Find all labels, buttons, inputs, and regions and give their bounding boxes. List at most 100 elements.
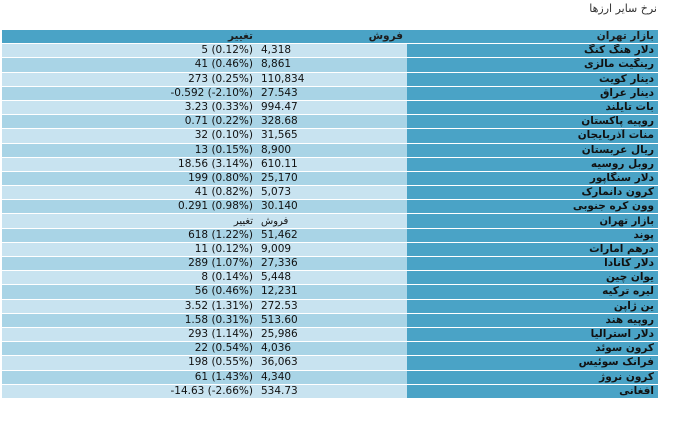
sell-price-cell: 4,340 <box>257 370 407 384</box>
header-market: بازار تهران <box>407 30 658 44</box>
page-title: نرخ سایر ارزها <box>589 2 657 15</box>
subheader-market: بازار تهران <box>407 214 658 228</box>
sell-price-cell: 9,009 <box>257 242 407 256</box>
change-cell: 13 (0.15%) <box>2 143 257 157</box>
sell-price-cell: 8,900 <box>257 143 407 157</box>
currency-name-cell: افغانی <box>407 384 658 398</box>
change-cell: 3.52 (1.31%) <box>2 299 257 313</box>
change-cell: 22 (0.54%) <box>2 342 257 356</box>
change-cell: 56 (0.46%) <box>2 285 257 299</box>
change-cell: 41 (0.82%) <box>2 186 257 200</box>
currency-name-cell: پوند <box>407 228 658 242</box>
sell-price-cell: 513.60 <box>257 313 407 327</box>
change-cell: 3.23 (0.33%) <box>2 100 257 115</box>
table-row: -0.592 (-2.10%) 27.543 دینار عراق <box>2 86 658 100</box>
sell-price-cell: 5,448 <box>257 271 407 285</box>
change-cell: 199 (0.80%) <box>2 171 257 186</box>
table-row: 3.23 (0.33%) 994.47 بات تایلند <box>2 100 658 115</box>
change-cell: 0.71 (0.22%) <box>2 115 257 129</box>
change-cell: 18.56 (3.14%) <box>2 157 257 171</box>
currency-name-cell: یوان چین <box>407 271 658 285</box>
table-row: 289 (1.07%) 27,336 دلار کانادا <box>2 257 658 271</box>
currency-name-cell: دینار عراق <box>407 86 658 100</box>
table-row: 11 (0.12%) 9,009 درهم امارات <box>2 242 658 256</box>
currency-name-cell: کرون سوئد <box>407 342 658 356</box>
change-cell: 5 (0.12%) <box>2 44 257 58</box>
currency-rates-table: تغییر فروش بازار تهران 5 (0.12%) 4,318 دلا… <box>2 29 658 399</box>
table-row: 198 (0.55%) 36,063 فرانک سوئیس <box>2 356 658 370</box>
change-cell: 61 (1.43%) <box>2 370 257 384</box>
table-row: 41 (0.82%) 5,073 کرون دانمارک <box>2 186 658 200</box>
currency-name-cell: لیره ترکیه <box>407 285 658 299</box>
table-row: 8 (0.14%) 5,448 یوان چین <box>2 271 658 285</box>
change-cell: 8 (0.14%) <box>2 271 257 285</box>
table-row: 22 (0.54%) 4,036 کرون سوئد <box>2 342 658 356</box>
currency-name-cell: دلار کانادا <box>407 257 658 271</box>
table-header-row: تغییر فروش بازار تهران <box>2 30 658 44</box>
change-cell: 273 (0.25%) <box>2 72 257 86</box>
sell-price-cell: 36,063 <box>257 356 407 370</box>
table-row: 61 (1.43%) 4,340 کرون نروژ <box>2 370 658 384</box>
sell-price-cell: 994.47 <box>257 100 407 115</box>
change-cell: 41 (0.46%) <box>2 58 257 72</box>
currency-name-cell: روپیه پاکستان <box>407 115 658 129</box>
table-row: 199 (0.80%) 25,170 دلار سنگاپور <box>2 171 658 186</box>
change-cell: 289 (1.07%) <box>2 257 257 271</box>
table-row: 41 (0.46%) 8,861 رینگیت مالزی <box>2 58 658 72</box>
change-cell: 11 (0.12%) <box>2 242 257 256</box>
currency-name-cell: منات آذربایجان <box>407 129 658 143</box>
currency-name-cell: وون کره جنوبی <box>407 200 658 214</box>
table-row: 32 (0.10%) 31,565 منات آذربایجان <box>2 129 658 143</box>
currency-name-cell: دلار هنگ کنگ <box>407 44 658 58</box>
header-change: تغییر <box>2 30 257 44</box>
currency-name-cell: کرون نروژ <box>407 370 658 384</box>
currency-name-cell: روپیه هند <box>407 313 658 327</box>
currency-name-cell: دلار سنگاپور <box>407 171 658 186</box>
change-cell: 293 (1.14%) <box>2 327 257 342</box>
sell-price-cell: 30.140 <box>257 200 407 214</box>
table-row: -14.63 (-2.66%) 534.73 افغانی <box>2 384 658 398</box>
table-row: 1.58 (0.31%) 513.60 روپیه هند <box>2 313 658 327</box>
table-row: 5 (0.12%) 4,318 دلار هنگ کنگ <box>2 44 658 58</box>
change-cell: -0.592 (-2.10%) <box>2 86 257 100</box>
sell-price-cell: 4,318 <box>257 44 407 58</box>
table-row: 0.71 (0.22%) 328.68 روپیه پاکستان <box>2 115 658 129</box>
change-cell: 0.291 (0.98%) <box>2 200 257 214</box>
table-row: 18.56 (3.14%) 610.11 روبل روسیه <box>2 157 658 171</box>
currency-name-cell: ین ژاپن <box>407 299 658 313</box>
sell-price-cell: 4,036 <box>257 342 407 356</box>
currency-name-cell: دلار استرالیا <box>407 327 658 342</box>
change-cell: 618 (1.22%) <box>2 228 257 242</box>
table-row: 56 (0.46%) 12,231 لیره ترکیه <box>2 285 658 299</box>
subheader-change: تغییر <box>2 214 257 228</box>
sell-price-cell: 25,986 <box>257 327 407 342</box>
currency-name-cell: دینار کویت <box>407 72 658 86</box>
sell-price-cell: 27,336 <box>257 257 407 271</box>
currency-name-cell: بات تایلند <box>407 100 658 115</box>
sell-price-cell: 27.543 <box>257 86 407 100</box>
currency-name-cell: فرانک سوئیس <box>407 356 658 370</box>
sell-price-cell: 328.68 <box>257 115 407 129</box>
table-row: 3.52 (1.31%) 272.53 ین ژاپن <box>2 299 658 313</box>
table-row: 13 (0.15%) 8,900 ریال عربستان <box>2 143 658 157</box>
sell-price-cell: 610.11 <box>257 157 407 171</box>
table-row: 293 (1.14%) 25,986 دلار استرالیا <box>2 327 658 342</box>
sell-price-cell: 31,565 <box>257 129 407 143</box>
subheader-sell: فروش <box>257 214 407 228</box>
currency-name-cell: ریال عربستان <box>407 143 658 157</box>
change-cell: 198 (0.55%) <box>2 356 257 370</box>
sell-price-cell: 534.73 <box>257 384 407 398</box>
currency-name-cell: رینگیت مالزی <box>407 58 658 72</box>
sell-price-cell: 272.53 <box>257 299 407 313</box>
sell-price-cell: 8,861 <box>257 58 407 72</box>
sell-price-cell: 25,170 <box>257 171 407 186</box>
change-cell: 1.58 (0.31%) <box>2 313 257 327</box>
table-subheader-row: تغییر فروش بازار تهران <box>2 214 658 228</box>
sell-price-cell: 12,231 <box>257 285 407 299</box>
sell-price-cell: 51,462 <box>257 228 407 242</box>
sell-price-cell: 110,834 <box>257 72 407 86</box>
sell-price-cell: 5,073 <box>257 186 407 200</box>
currency-name-cell: درهم امارات <box>407 242 658 256</box>
change-cell: -14.63 (-2.66%) <box>2 384 257 398</box>
table-row: 273 (0.25%) 110,834 دینار کویت <box>2 72 658 86</box>
